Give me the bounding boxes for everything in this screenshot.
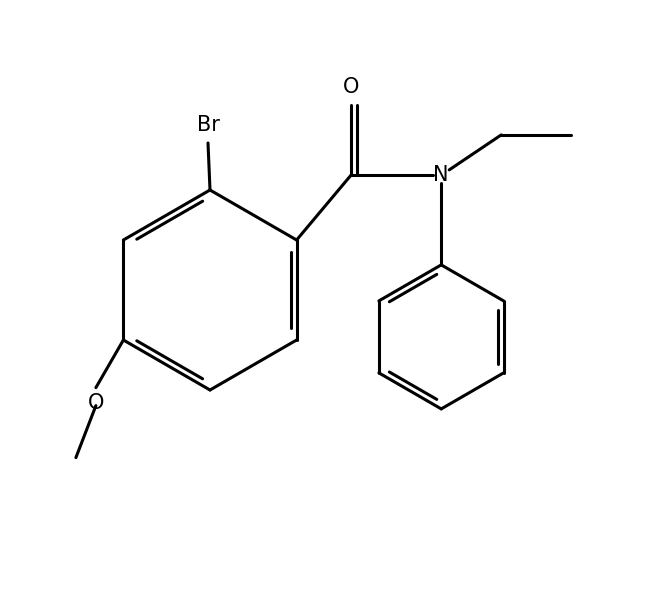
Text: N: N	[433, 165, 449, 185]
Text: Br: Br	[196, 115, 220, 135]
Text: O: O	[88, 392, 104, 413]
Text: O: O	[343, 77, 359, 97]
